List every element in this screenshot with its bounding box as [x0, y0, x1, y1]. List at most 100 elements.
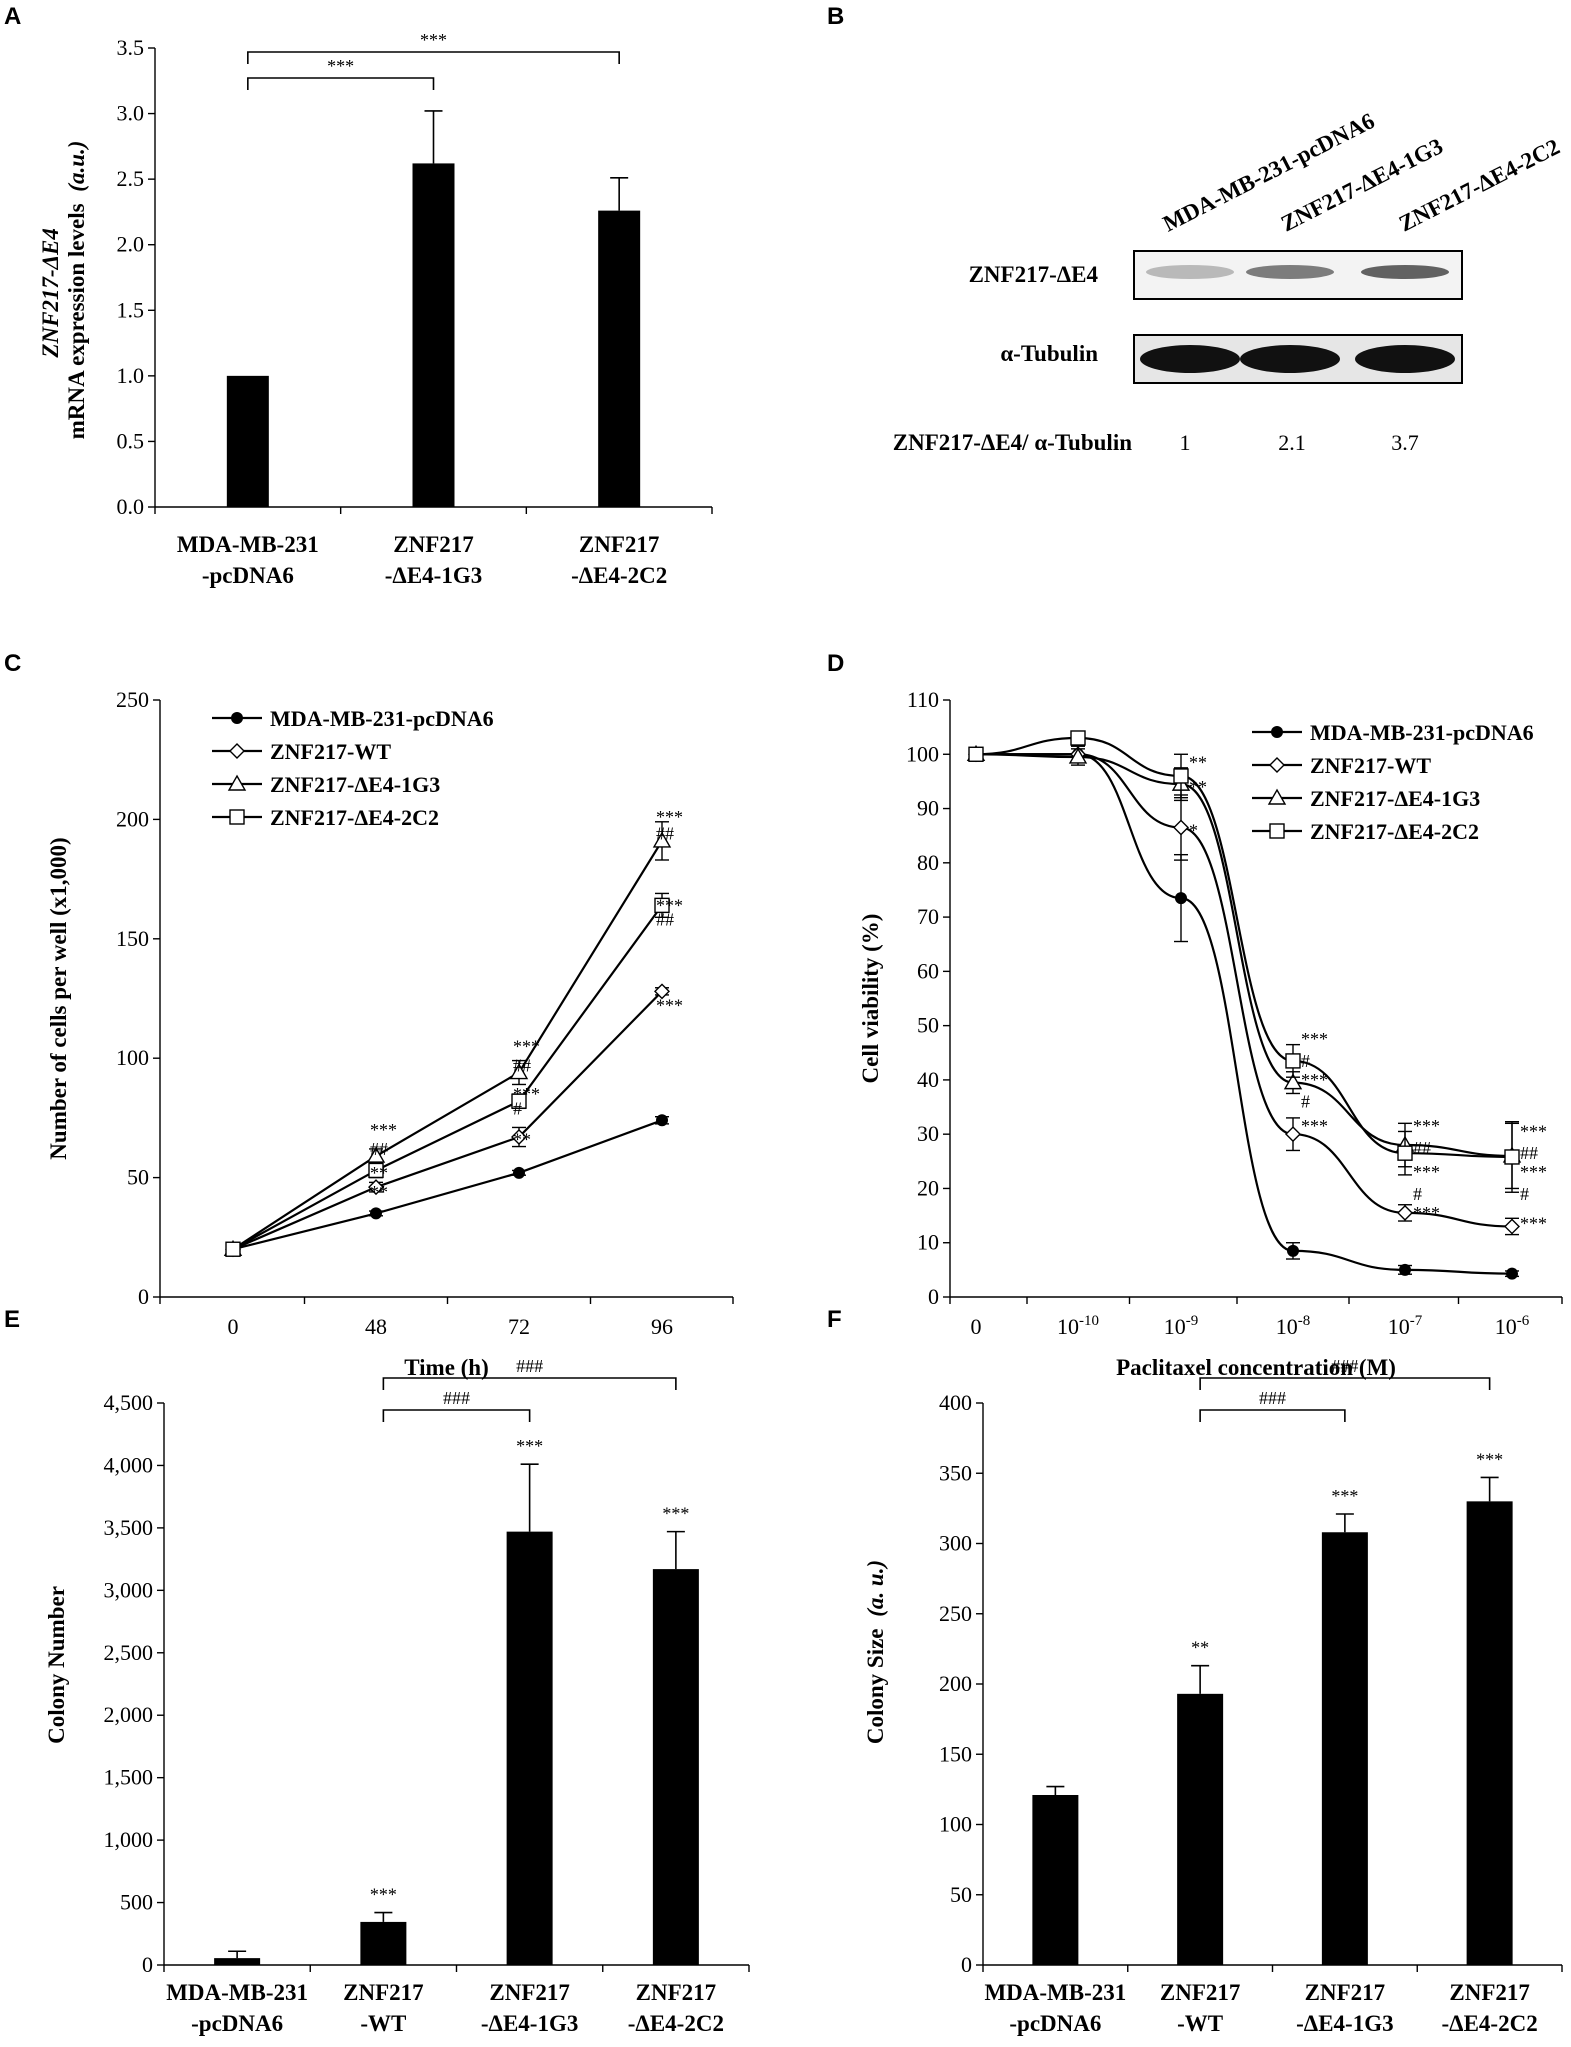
panel-letter-f: F	[827, 1306, 842, 1333]
category-label: -pcDNA6	[1009, 2011, 1101, 2036]
significance-label: ***	[1413, 1162, 1440, 1182]
x-tick-label: 96	[651, 1314, 673, 1339]
marker-filled-circle	[1287, 1244, 1299, 1257]
marker-square	[654, 897, 670, 914]
significance-label: ***	[1520, 1214, 1547, 1234]
y-tick-label: 50	[950, 1882, 972, 1907]
y-tick-label: 3,500	[104, 1515, 154, 1540]
y-tick-label: 2,500	[104, 1640, 154, 1665]
x-tick-label: 10-8	[1276, 1313, 1311, 1339]
significance-bracket	[1199, 1409, 1346, 1422]
significance-label: #	[1520, 1184, 1529, 1204]
blot-band	[1355, 345, 1455, 373]
significance-label: ##	[1413, 1138, 1431, 1158]
panel-c-line-chart: 0 50 100 150 200 250 0 48 72 96 Time (h) Number of …	[46, 687, 734, 1380]
panel-b-western-blot: MDA-MB-231-pcDNA6 ZNF217-ΔE4-1G3 ZNF217-…	[893, 108, 1564, 455]
y-tick-label: 150	[939, 1741, 972, 1766]
significance-label: ##	[656, 910, 674, 930]
bar	[1321, 1532, 1368, 1965]
y-tick-label: 0.0	[117, 494, 145, 519]
y-tick-label: 2.0	[117, 232, 145, 257]
ratio-value-1: 1	[1180, 430, 1191, 455]
y-tick-label: 0.5	[117, 428, 145, 453]
significance-bracket	[247, 51, 620, 64]
x-tick-label: 10-10	[1057, 1313, 1099, 1339]
y-tick-label: 0	[142, 1952, 153, 1977]
significance-label: #	[513, 1098, 522, 1118]
category-label: ZNF217	[579, 532, 660, 557]
y-tick-label: 3.5	[117, 35, 145, 60]
category-label: ZNF217	[393, 532, 474, 557]
category-label: -ΔE4-2C2	[1442, 2011, 1538, 2036]
ratio-label: ZNF217-ΔE4/ α-Tubulin	[893, 430, 1132, 455]
x-tick-base: 10	[1164, 1314, 1186, 1339]
panel-a-y-label-unit: (a.u.)	[64, 141, 89, 192]
panel-f-y-label-text: Colony Size	[863, 1628, 888, 1744]
y-tick-label: 1.5	[117, 297, 145, 322]
significance-label: **	[1191, 1638, 1209, 1658]
category-label: ZNF217	[1449, 1980, 1530, 2005]
x-tick-label: 48	[365, 1314, 387, 1339]
significance-label: *	[1189, 820, 1198, 840]
series-line	[232, 904, 663, 1251]
significance-label: ##	[370, 1139, 388, 1159]
legend-label: ZNF217-ΔE4-1G3	[1310, 786, 1480, 811]
marker-filled-circle	[1506, 1267, 1518, 1280]
significance-label: ***	[662, 1504, 689, 1524]
bracket-label: ###	[1259, 1388, 1286, 1408]
series-line	[232, 840, 663, 1251]
category-label: ZNF217	[1305, 1980, 1386, 2005]
significance-label: ***	[513, 1036, 540, 1056]
marker-square	[511, 1093, 527, 1109]
marker-triangle	[652, 831, 672, 848]
znf217-bands	[1146, 265, 1449, 279]
panel-e-y-axis-label: Colony Number	[44, 1586, 69, 1744]
x-tick-exponent: -10	[1079, 1313, 1099, 1329]
panel-a-y-label-italic: ZNF217-ΔE4	[38, 228, 63, 358]
significance-label: #	[1413, 1184, 1422, 1204]
x-tick-label: 10-6	[1495, 1313, 1530, 1339]
marker-filled-circle	[513, 1166, 525, 1179]
y-tick-label: 50	[127, 1165, 149, 1190]
blot-band	[1146, 265, 1234, 279]
y-tick-label: 10	[917, 1230, 939, 1255]
y-tick-label: 1.0	[117, 363, 145, 388]
x-tick-base: 10	[1495, 1314, 1517, 1339]
bar	[598, 210, 641, 508]
marker-triangle	[1267, 788, 1287, 805]
significance-label: ***	[656, 895, 683, 915]
bar	[1466, 1501, 1513, 1965]
category-label: -ΔE4-1G3	[385, 563, 482, 588]
marker-square	[225, 1241, 241, 1257]
category-label: MDA-MB-231	[984, 1980, 1126, 2005]
marker-square	[229, 809, 245, 825]
legend-label: ZNF217-ΔE4-2C2	[1310, 819, 1479, 844]
category-label: -ΔE4-2C2	[571, 563, 667, 588]
marker-filled-circle	[1175, 892, 1187, 905]
ratio-value-2: 2.1	[1278, 430, 1306, 455]
lane-label-1: MDA-MB-231-pcDNA6	[1159, 108, 1379, 236]
significance-label: ***	[1331, 1486, 1358, 1506]
category-label: ZNF217	[1160, 1980, 1241, 2005]
bar	[214, 1958, 261, 1965]
x-tick-label: 0	[228, 1314, 239, 1339]
marker-square	[1173, 768, 1189, 784]
y-tick-label: 200	[116, 806, 149, 831]
marker-filled-circle	[1271, 726, 1283, 738]
y-tick-label: 100	[939, 1812, 972, 1837]
significance-label: ***	[1301, 1116, 1328, 1136]
y-tick-label: 400	[939, 1390, 972, 1415]
significance-label: #	[1301, 1092, 1310, 1112]
bar	[412, 163, 455, 508]
significance-label: ***	[1476, 1449, 1503, 1469]
marker-square	[1285, 1053, 1301, 1069]
y-tick-label: 0	[928, 1284, 939, 1309]
panel-a-bar-chart: ZNF217-ΔE4 mRNA expression levels (a.u.)…	[38, 30, 713, 588]
y-axis-label: Cell viability (%)	[858, 914, 883, 1084]
x-axis-label: Paclitaxel concentration (M)	[1116, 1355, 1396, 1380]
y-axis-label: Number of cells per well (x1,000)	[46, 837, 71, 1159]
x-tick-base: 10	[1276, 1314, 1298, 1339]
marker-triangle	[1283, 1073, 1303, 1090]
